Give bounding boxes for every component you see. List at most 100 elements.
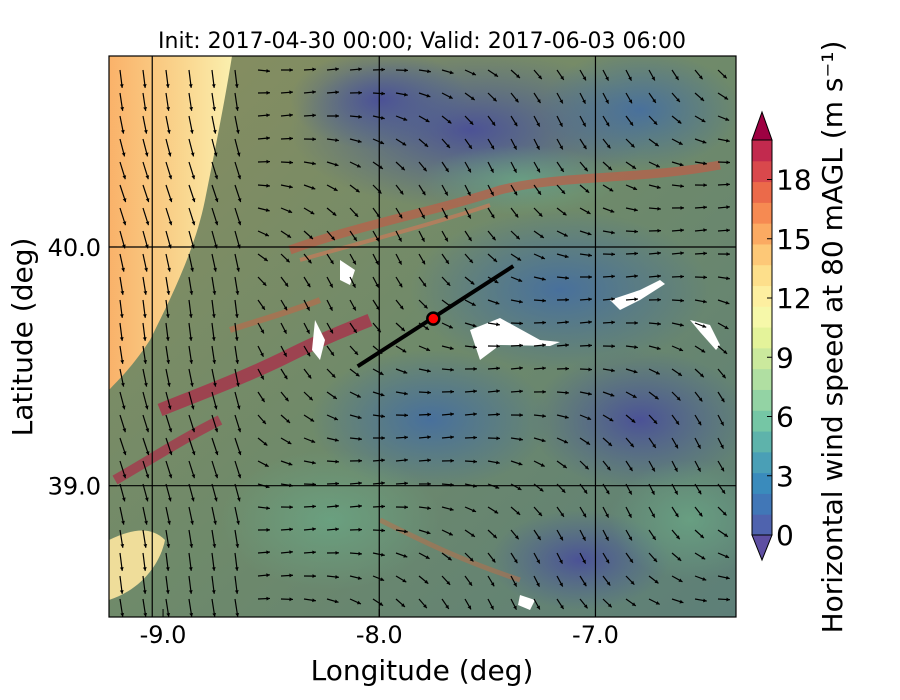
- wind-vector-head: [166, 544, 171, 548]
- wind-vector-head: [355, 188, 360, 193]
- wind-vector-head: [404, 505, 408, 510]
- wind-vector-head: [723, 350, 728, 354]
- wind-vector-head: [142, 314, 147, 318]
- wind-vector-head: [539, 234, 544, 238]
- wind-vector-head: [120, 107, 125, 111]
- wind-vector-head: [472, 508, 477, 513]
- wind-vector-head: [329, 329, 333, 334]
- wind-vector-head: [697, 444, 701, 449]
- reservoir: [470, 318, 560, 360]
- ocean-high-wind-zone: [109, 530, 165, 600]
- wind-vector-head: [473, 367, 477, 371]
- wind-vector-head: [311, 439, 316, 443]
- wind-vector-head: [421, 237, 425, 242]
- wind-vector-head: [680, 274, 684, 279]
- colorbar-segment: [752, 431, 772, 453]
- wind-vector-head: [165, 314, 170, 318]
- wind-vector-head: [307, 374, 312, 379]
- wind-vector-head: [610, 393, 615, 397]
- wind-vector-head: [265, 208, 270, 212]
- wind-vector-head: [166, 107, 171, 111]
- wind-vector-head: [307, 259, 312, 264]
- wind-vector-head: [334, 162, 339, 167]
- wind-vector-head: [119, 590, 124, 594]
- reservoir: [518, 595, 535, 610]
- wind-vector-head: [515, 235, 520, 240]
- wind-vector-head: [335, 90, 339, 95]
- wind-vector-head: [427, 69, 431, 74]
- wind-vector-head: [143, 360, 148, 364]
- colorbar-segment: [752, 389, 772, 411]
- wind-vector-head: [632, 394, 637, 398]
- wind-vector-head: [122, 428, 127, 433]
- wind-vector-head: [212, 129, 217, 134]
- wind-vector-head: [358, 458, 362, 463]
- wind-vector-head: [144, 267, 148, 272]
- wind-vector-head: [283, 329, 287, 334]
- wind-vector-head: [260, 352, 264, 357]
- wind-vector-head: [653, 120, 658, 125]
- wind-vector-head: [698, 75, 703, 80]
- wind-vector-head: [513, 191, 518, 196]
- colorbar-extend-max: [751, 110, 773, 141]
- wind-vector-head: [333, 416, 338, 421]
- wind-vector-head: [698, 512, 703, 517]
- wind-vector-head: [236, 497, 241, 502]
- wind-vector-head: [354, 351, 359, 355]
- colorbar-label: Horizontal wind speed at 80 mAGL (m s⁻¹): [816, 41, 849, 634]
- wind-vector-head: [471, 71, 476, 76]
- wind-vector-head: [584, 167, 588, 172]
- wind-vector-head: [542, 414, 546, 418]
- wind-vector-head: [403, 370, 408, 374]
- wind-vector-head: [400, 327, 405, 332]
- wind-vector-head: [611, 252, 615, 257]
- wind-vector-head: [306, 329, 310, 334]
- colorbar-tick-label: 0: [776, 519, 794, 552]
- wind-vector-head: [284, 397, 289, 402]
- wind-vector-head: [446, 144, 450, 148]
- reservoir: [610, 280, 665, 310]
- wind-vector-head: [263, 257, 268, 262]
- wind-vector-head: [424, 326, 429, 330]
- wind-vector-head: [143, 290, 148, 295]
- wind-vector-head: [468, 144, 472, 149]
- wind-vector-head: [536, 559, 540, 564]
- wind-vector-head: [725, 117, 730, 121]
- wind-vector-head: [266, 136, 270, 141]
- wind-vector-head: [189, 360, 194, 364]
- wind-vector-head: [542, 343, 546, 348]
- wind-vector-head: [188, 84, 193, 88]
- wind-vector-head: [399, 190, 404, 195]
- wind-vector-head: [702, 577, 707, 581]
- wind-vector-head: [496, 460, 500, 465]
- wind-vector-head: [289, 527, 293, 532]
- wind-vector-head: [353, 328, 357, 333]
- wind-vector-head: [144, 497, 149, 502]
- wind-vector-head: [496, 366, 500, 371]
- wind-vector-head: [213, 520, 217, 525]
- wind-vector-head: [421, 260, 426, 265]
- wind-vector-head: [334, 599, 339, 604]
- wind-vector-head: [142, 590, 147, 594]
- wind-vector-head: [513, 582, 517, 587]
- colorbar-segment: [752, 514, 772, 536]
- wind-vector-head: [422, 282, 427, 287]
- wind-vector-head: [235, 107, 240, 111]
- wind-vector-head: [448, 531, 453, 536]
- wind-vector-head: [609, 417, 614, 422]
- colorbar-frame: [751, 139, 773, 536]
- wind-vector-head: [426, 93, 431, 98]
- wind-vector-head: [145, 451, 150, 456]
- wind-vector-head: [680, 228, 684, 233]
- wind-vector-head: [357, 415, 362, 420]
- wind-vector-head: [519, 366, 523, 371]
- wind-vector-head: [262, 281, 267, 286]
- wind-vector-head: [403, 554, 408, 558]
- wind-vector-head: [335, 575, 339, 579]
- wind-vector-head: [191, 198, 196, 203]
- wind-vector-head: [519, 343, 523, 348]
- wind-vector-head: [121, 497, 126, 502]
- wind-vector-head: [266, 68, 270, 73]
- wind-vector-head: [357, 576, 362, 580]
- wind-vector-head: [403, 117, 408, 121]
